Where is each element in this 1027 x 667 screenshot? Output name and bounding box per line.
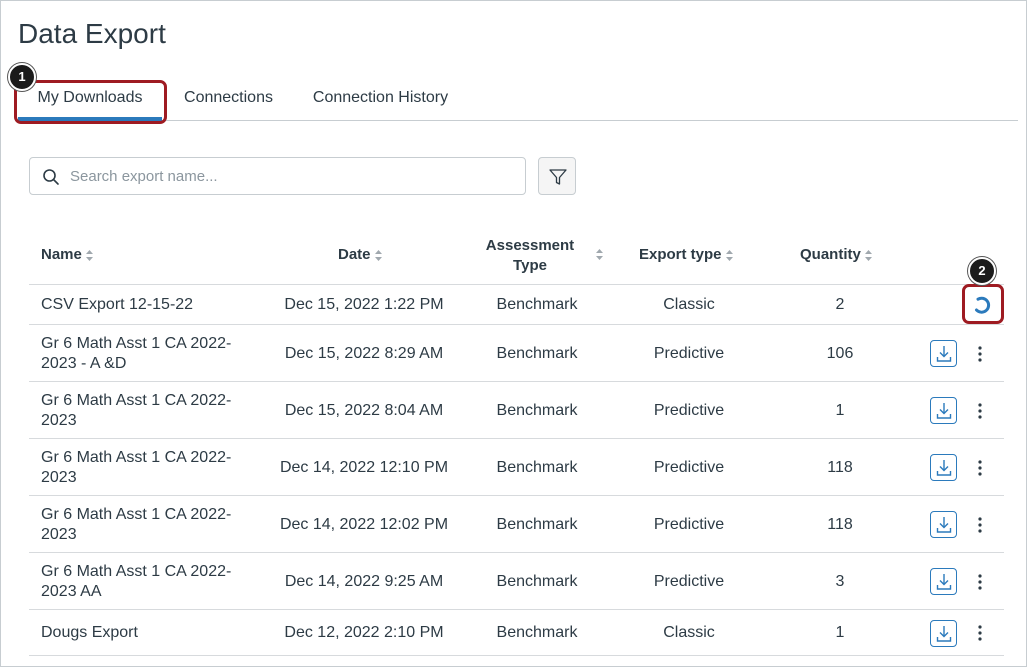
more-options-button[interactable] (973, 623, 987, 643)
row-assessment-type: Benchmark (496, 296, 578, 313)
sort-icon (864, 249, 872, 261)
row-assessment-type: Benchmark (496, 401, 578, 419)
search-icon (43, 169, 59, 185)
sort-icon (374, 249, 382, 261)
tab-bar: My Downloads Connections Connection Hist… (18, 78, 1018, 121)
row-assessment-type: Benchmark (496, 515, 578, 533)
row-assessment-type: Benchmark (496, 572, 578, 590)
more-options-button[interactable] (973, 572, 987, 592)
more-options-button[interactable] (973, 458, 987, 478)
download-icon (936, 625, 952, 642)
download-button[interactable] (930, 454, 957, 481)
kebab-menu-icon (978, 459, 982, 476)
column-header-export-type[interactable]: Export type (639, 246, 733, 263)
row-name: CSV Export 12-15-22 (41, 296, 194, 313)
kebab-menu-icon (978, 573, 982, 590)
row-name: Gr 6 Math Asst 1 CA 2022-2023 (41, 448, 232, 486)
row-name: Gr 6 Math Asst 1 CA 2022-2023 (41, 391, 232, 429)
tab-my-downloads[interactable]: My Downloads (18, 78, 162, 121)
search-box (29, 157, 526, 195)
column-header-label: Export type (639, 246, 722, 263)
sort-icon (725, 249, 733, 261)
kebab-menu-icon (978, 516, 982, 533)
callout-highlight-1 (14, 80, 167, 124)
row-export-type: Classic (663, 296, 715, 313)
callout-badge-2: 2 (968, 257, 996, 285)
row-name: Gr 6 Math Asst 1 CA 2022-2023 AA (41, 562, 232, 600)
row-assessment-type: Benchmark (496, 624, 578, 641)
row-quantity: 1 (835, 401, 845, 419)
download-icon (936, 517, 952, 533)
more-options-button[interactable] (973, 515, 987, 535)
page-title: Data Export (18, 18, 166, 49)
table-row: Gr 6 Math Asst 1 CA 2022-2023 Dec 14, 202… (29, 438, 1004, 495)
table-row: Gr 6 Math Asst 1 CA 2022-2023 - A &D Dec … (29, 324, 1004, 381)
row-quantity: 118 (827, 458, 853, 476)
download-button[interactable] (930, 619, 957, 647)
download-button[interactable] (930, 511, 957, 538)
row-export-type: Classic (663, 624, 715, 641)
callout-badge-1: 1 (8, 63, 36, 91)
row-export-type: Predictive (653, 401, 725, 419)
row-date: Dec 15, 2022 8:29 AM (284, 344, 444, 362)
row-date: Dec 14, 2022 12:02 PM (279, 515, 449, 533)
loading-spinner-icon (975, 296, 991, 314)
row-name: Dougs Export (41, 624, 138, 641)
row-quantity: 3 (835, 572, 845, 590)
sort-icon[interactable] (596, 249, 603, 260)
row-assessment-type: Benchmark (496, 344, 578, 362)
row-name: Gr 6 Math Asst 1 CA 2022-2023 (41, 505, 232, 543)
search-input[interactable] (70, 159, 520, 193)
row-date: Dec 15, 2022 8:04 AM (284, 401, 444, 419)
table-row: CSV Export 12-15-22 Dec 15, 2022 1:22 PM B… (29, 284, 1004, 324)
table-row: Gr 6 Math Asst 1 CA 2022-2023 Dec 15, 202… (29, 381, 1004, 438)
row-quantity: 2 (835, 296, 845, 313)
filter-icon (549, 169, 567, 185)
table-row: Gr 6 Math Asst 1 CA 2022-2023 Dec 14, 202… (29, 495, 1004, 552)
column-header-label: Quantity (800, 246, 861, 263)
sort-icon (85, 249, 93, 261)
download-button[interactable] (930, 568, 957, 595)
tab-connection-history[interactable]: Connection History (312, 89, 449, 106)
row-export-type: Predictive (653, 344, 725, 362)
download-button[interactable] (930, 340, 957, 367)
table-row: Gr 6 Math Asst 1 CA 2022-2023 AA Dec 14, … (29, 552, 1004, 609)
column-header-label: Date (338, 246, 371, 263)
download-icon (936, 346, 952, 362)
kebab-menu-icon (978, 345, 982, 362)
tab-connections[interactable]: Connections (184, 89, 273, 106)
table-bottom-divider (29, 655, 1004, 656)
row-date: Dec 15, 2022 1:22 PM (284, 296, 444, 313)
more-options-button[interactable] (973, 344, 987, 364)
download-icon (936, 403, 952, 419)
row-export-type: Predictive (653, 515, 725, 533)
column-header-quantity[interactable]: Quantity (800, 246, 872, 263)
row-date: Dec 14, 2022 12:10 PM (279, 458, 449, 476)
row-name: Gr 6 Math Asst 1 CA 2022-2023 - A &D (41, 334, 232, 372)
column-header-name[interactable]: Name (41, 246, 93, 263)
download-button[interactable] (930, 397, 957, 424)
column-header-date[interactable]: Date (338, 246, 382, 263)
download-icon (936, 574, 952, 590)
row-quantity: 1 (835, 624, 845, 641)
column-header-assessment-type[interactable]: Assessment Type (485, 237, 575, 274)
more-options-button[interactable] (973, 401, 987, 421)
row-export-type: Predictive (653, 458, 725, 476)
row-assessment-type: Benchmark (496, 458, 578, 476)
row-export-type: Predictive (653, 572, 725, 590)
download-icon (936, 460, 952, 476)
column-header-label: Name (41, 246, 82, 263)
callout-highlight-2 (962, 284, 1004, 324)
row-quantity: 106 (826, 344, 854, 362)
row-quantity: 118 (827, 515, 853, 533)
filter-button[interactable] (538, 157, 576, 195)
table-row: Dougs Export Dec 12, 2022 2:10 PM Benchmar… (29, 609, 1004, 655)
kebab-menu-icon (978, 402, 982, 419)
row-date: Dec 12, 2022 2:10 PM (284, 624, 444, 641)
kebab-menu-icon (978, 625, 982, 641)
row-date: Dec 14, 2022 9:25 AM (284, 572, 444, 590)
